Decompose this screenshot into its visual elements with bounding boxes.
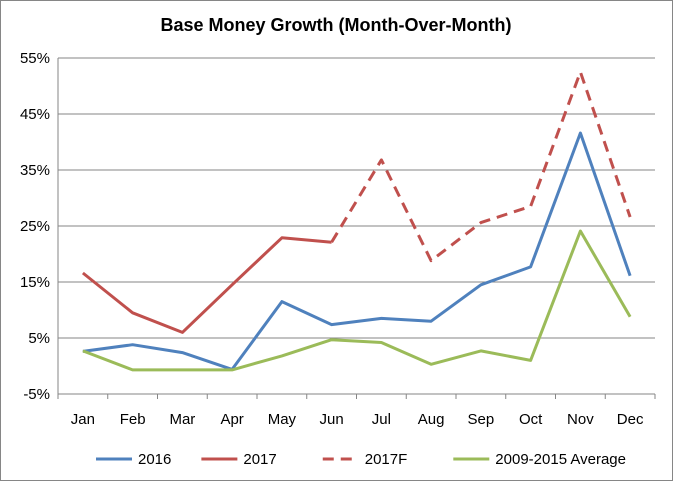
gridlines (58, 57, 655, 395)
legend-item: 2016 (96, 451, 171, 468)
legend-item: 2017F (322, 451, 408, 468)
legend-label: 2016 (138, 451, 171, 468)
y-tick-label: 35% (20, 162, 50, 179)
y-tick-label: 5% (28, 330, 50, 347)
x-tick-label: Nov (567, 411, 594, 428)
x-tick-label: Feb (120, 411, 146, 428)
series-lines (81, 70, 632, 372)
legend-label: 2009-2015 Average (495, 451, 626, 468)
series-line-2016 (82, 131, 632, 371)
chart-title: Base Money Growth (Month-Over-Month) (161, 15, 512, 35)
x-tick-label: Jan (71, 411, 95, 428)
legend-item: 2009-2015 Average (453, 451, 626, 468)
legend: 2016 2017 2017F 2009-2015 Average (96, 451, 626, 468)
x-tick-label: May (268, 411, 297, 428)
series-line-2017 (81, 236, 332, 334)
x-tick-label: Aug (418, 411, 445, 428)
series-line-2009-2015-average (82, 229, 632, 372)
legend-item: 2017 (201, 451, 277, 468)
axes: -5% 5% 15% 25% 35% 45% 55% Jan Feb Mar Apr May Jun Ju… (20, 50, 656, 428)
legend-label: 2017F (365, 451, 408, 468)
x-tick-label: Sep (468, 411, 495, 428)
x-tick-label: Oct (519, 411, 543, 428)
x-tick-label: Dec (617, 411, 644, 428)
y-tick-label: 15% (20, 274, 50, 291)
y-tick-label: -5% (23, 386, 50, 403)
x-tick-label: Jun (320, 411, 344, 428)
y-tick-label: 25% (20, 218, 50, 235)
x-tick-label: Apr (220, 411, 243, 428)
series-line-2017f (330, 70, 632, 263)
x-tick-label: Mar (169, 411, 195, 428)
y-tick-label: 45% (20, 106, 50, 123)
legend-label: 2017 (243, 451, 276, 468)
y-tick-label: 55% (20, 50, 50, 67)
x-tick-label: Jul (372, 411, 391, 428)
